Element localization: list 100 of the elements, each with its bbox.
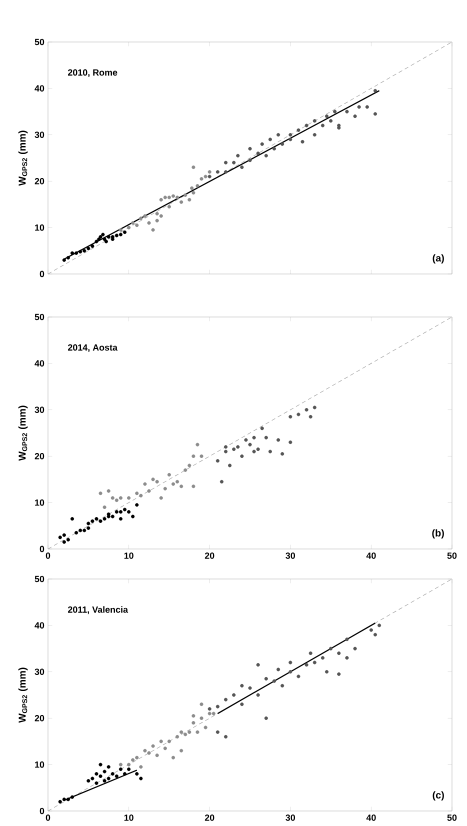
x-tick-label: 50 — [447, 552, 457, 559]
point — [62, 798, 66, 802]
point — [200, 177, 204, 181]
point — [90, 776, 94, 780]
point — [196, 442, 200, 446]
point — [118, 232, 123, 236]
point — [216, 170, 220, 174]
point — [353, 114, 357, 118]
point — [155, 218, 159, 222]
point — [114, 498, 118, 502]
point — [184, 732, 188, 736]
point — [320, 656, 325, 660]
point — [236, 154, 240, 158]
point — [70, 251, 74, 255]
point — [256, 663, 260, 667]
point — [175, 480, 180, 484]
y-tick-label: 50 — [34, 38, 44, 46]
point — [127, 226, 131, 230]
point — [139, 765, 143, 769]
point — [82, 248, 86, 253]
point — [155, 212, 159, 216]
point — [268, 138, 272, 142]
y-axis-title: W$_{GPS2}$ (mm) — [18, 668, 28, 723]
point — [180, 748, 184, 752]
point — [357, 105, 361, 109]
point — [337, 126, 341, 130]
point — [216, 459, 220, 463]
point — [94, 781, 98, 785]
point — [118, 517, 123, 521]
point — [101, 232, 105, 236]
point — [308, 414, 312, 419]
point — [216, 730, 220, 734]
point — [208, 174, 212, 178]
point — [90, 244, 94, 248]
x-tick-label: 40 — [366, 552, 376, 559]
x-tick-label: 10 — [124, 814, 134, 821]
point — [106, 512, 110, 516]
point — [58, 800, 62, 804]
point — [135, 756, 139, 760]
point — [167, 740, 171, 744]
point — [304, 663, 308, 667]
point — [373, 88, 378, 93]
annotation: (b) — [432, 529, 444, 539]
y-tick-label: 50 — [34, 314, 44, 320]
point — [78, 528, 82, 532]
point — [345, 638, 349, 642]
point — [175, 196, 180, 200]
point — [86, 526, 90, 530]
point — [324, 670, 329, 674]
point — [188, 730, 192, 734]
point — [106, 235, 110, 239]
point — [94, 240, 98, 244]
point — [369, 628, 373, 632]
point — [272, 146, 276, 151]
point — [151, 744, 155, 748]
point — [248, 442, 252, 446]
point — [365, 105, 369, 109]
point — [272, 679, 276, 683]
point — [188, 464, 192, 468]
point — [192, 721, 196, 725]
point — [337, 651, 341, 656]
y-tick-label: 10 — [35, 761, 44, 768]
point — [200, 716, 204, 720]
point — [264, 436, 268, 440]
point — [224, 734, 228, 739]
point — [204, 174, 208, 178]
point — [312, 119, 316, 123]
point — [333, 110, 337, 114]
point — [296, 128, 300, 132]
point — [66, 256, 70, 260]
point — [240, 702, 244, 706]
point — [329, 119, 333, 123]
point — [248, 158, 252, 162]
point — [288, 660, 292, 664]
point — [127, 510, 131, 514]
point — [337, 672, 341, 676]
point — [288, 138, 292, 142]
point — [312, 406, 316, 410]
point — [102, 770, 106, 774]
point — [110, 772, 114, 776]
point — [114, 234, 118, 238]
point — [308, 651, 312, 656]
point — [304, 124, 308, 128]
point — [216, 704, 220, 708]
point — [70, 517, 74, 521]
point — [106, 489, 110, 493]
point — [66, 798, 70, 802]
point — [196, 730, 200, 734]
x-tick-label: 50 — [447, 814, 457, 821]
point — [224, 160, 228, 164]
point — [90, 519, 94, 523]
text: 2010, Rome — [68, 69, 118, 77]
point — [74, 251, 78, 255]
point — [373, 632, 378, 636]
point — [232, 160, 236, 164]
point — [377, 624, 382, 628]
point — [114, 774, 118, 778]
point — [256, 693, 260, 697]
point — [147, 751, 151, 755]
point — [260, 426, 264, 430]
